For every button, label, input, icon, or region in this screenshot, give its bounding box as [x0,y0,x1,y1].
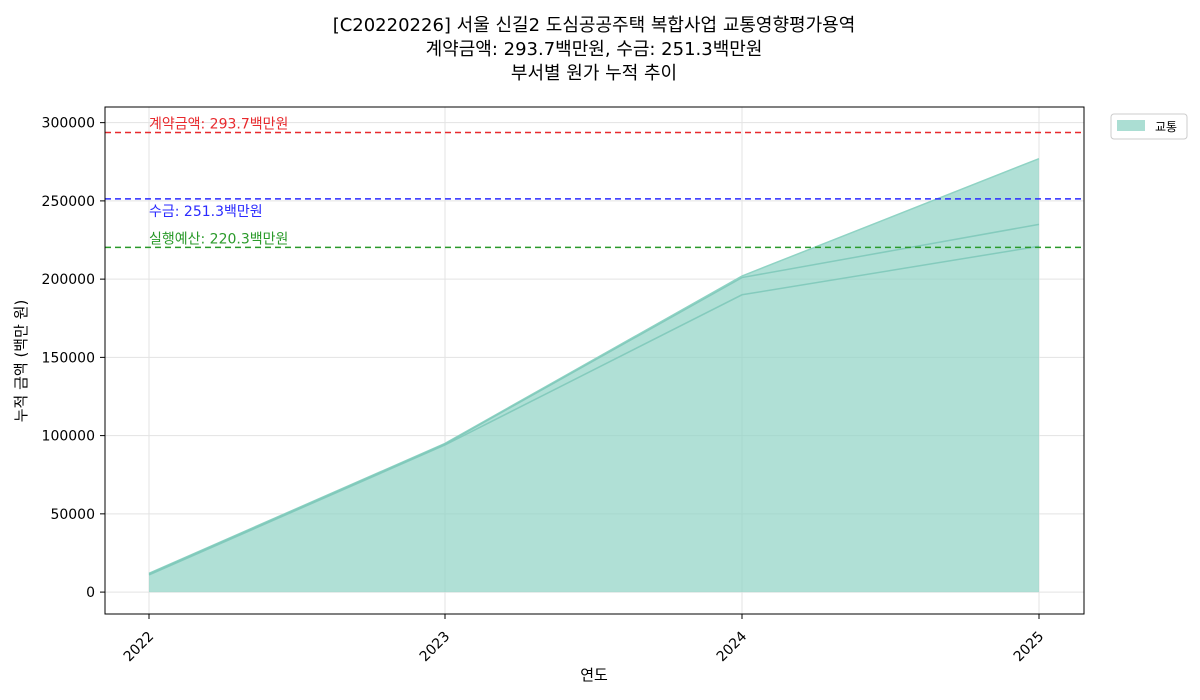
x-tick-label: 2025 [1011,629,1048,666]
x-tick-label: 2024 [714,629,751,666]
y-tick-label: 200000 [42,272,95,288]
y-tick-label: 100000 [42,429,95,445]
legend: 교통 [1110,113,1188,140]
reference-line-label: 계약금액: 293.7백만원 [149,117,288,133]
legend-label: 교통 [1155,120,1177,134]
y-axis-label: 누적 금액 (백만 원) [12,300,30,423]
series-areas [148,157,1040,593]
area-series-교통 [149,158,1039,593]
chart-title-line-3: 부서별 원가 누적 추이 [511,63,677,84]
x-tick-label: 2022 [121,629,158,666]
x-tick-label: 2023 [417,629,454,666]
y-tick-label: 50000 [50,507,95,523]
y-tick-label: 300000 [42,116,95,132]
y-tick-label: 150000 [42,350,95,366]
x-axis-label: 연도 [580,666,608,684]
y-tick-label: 250000 [42,194,95,210]
plot-frame [104,106,1085,615]
area-inner-line [148,223,1040,575]
reference-line-label: 실행예산: 220.3백만원 [149,231,288,247]
y-axis-ticks: 0 50000 100000 150000 200000 250000 300000 [42,116,105,601]
legend-swatch [1117,120,1145,131]
chart-title-line-1: [C20220226] 서울 신길2 도심공공주택 복합사업 교통영향평가용역 [333,15,856,36]
chart-title-line-2: 계약금액: 293.7백만원, 수금: 251.3백만원 [426,39,763,60]
x-axis-ticks: 2022 2023 2024 2025 [121,614,1048,666]
reference-line-label: 수금: 251.3백만원 [149,204,263,220]
y-tick-label: 0 [86,585,95,601]
chart-title-group: [C20220226] 서울 신길2 도심공공주택 복합사업 교통영향평가용역 … [333,15,856,84]
